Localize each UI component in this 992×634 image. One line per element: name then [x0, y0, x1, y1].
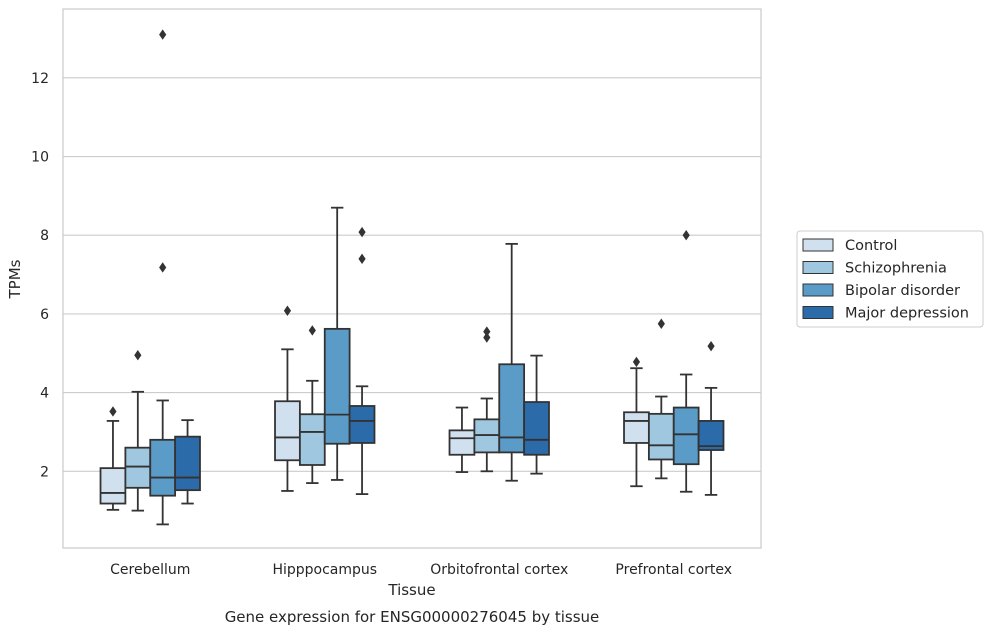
box	[623, 411, 650, 444]
outlier-point	[682, 230, 690, 241]
box-group	[348, 226, 376, 496]
box-group	[697, 340, 725, 496]
box-group	[323, 206, 351, 481]
outlier-point	[134, 350, 142, 361]
box-group	[473, 326, 501, 473]
box-group	[149, 29, 177, 526]
outlier-point	[283, 305, 292, 316]
box-group	[174, 419, 201, 505]
x-tick-label: Prefrontal cortex	[615, 562, 732, 578]
legend-label: Bipolar disorder	[845, 283, 960, 299]
legend-swatch	[802, 261, 834, 274]
box	[298, 413, 326, 466]
legend: Control Schizophrenia Bipolar disorder Majo…	[796, 230, 984, 328]
y-tick-labels: 2 4 6 8 10 12	[31, 71, 49, 480]
box	[149, 438, 177, 497]
y-tick-label: 8	[40, 228, 49, 244]
y-tick-label: 2	[40, 464, 49, 480]
legend-label: Control	[845, 238, 897, 254]
x-tick-label: Cerebellum	[110, 562, 190, 578]
box	[124, 446, 152, 489]
box	[697, 420, 725, 451]
x-tick-label: Hipppocampus	[272, 562, 377, 578]
box-group	[523, 354, 550, 475]
outlier-point	[308, 325, 316, 336]
box-group	[448, 406, 476, 473]
box	[323, 327, 351, 445]
box-group	[498, 242, 526, 482]
x-tick-label: Orbitofrontal cortex	[430, 562, 568, 578]
outlier-point	[109, 406, 117, 417]
x-axis-label: Tissue	[387, 581, 435, 599]
legend-swatch	[802, 283, 834, 297]
box	[348, 405, 376, 444]
box-group	[647, 318, 675, 480]
box	[274, 400, 301, 462]
y-tick-label: 12	[31, 71, 49, 87]
legend-swatch	[802, 306, 834, 319]
x-tick-labels: Cerebellum Hipppocampus Orbitofrontal cort…	[110, 562, 732, 578]
outlier-point	[358, 226, 366, 238]
box	[498, 363, 526, 454]
outlier-point	[632, 356, 641, 368]
outlier-point	[483, 332, 491, 343]
figure-caption: Gene expression for ENSG00000276045 by t…	[225, 608, 600, 626]
box	[99, 467, 127, 505]
outlier-point	[358, 253, 366, 265]
box	[448, 429, 476, 456]
outlier-point	[483, 326, 491, 337]
plot-frame	[62, 8, 762, 549]
outlier-point	[159, 29, 167, 40]
box	[647, 412, 675, 461]
legend-swatch	[802, 238, 834, 252]
box	[672, 406, 700, 466]
outlier-point	[707, 340, 715, 352]
legend-frame	[796, 230, 984, 328]
legend-label: Schizophrenia	[845, 261, 947, 277]
y-tick-label: 6	[40, 307, 49, 323]
y-tick-label: 4	[40, 386, 49, 402]
box-group	[672, 230, 700, 493]
outlier-point	[657, 318, 665, 329]
y-axis-label: TPMs	[6, 259, 24, 299]
box	[174, 435, 201, 492]
box	[523, 401, 550, 456]
y-tick-label: 10	[31, 150, 49, 166]
legend-label: Major depression	[845, 306, 969, 322]
box-series	[99, 29, 725, 526]
box-group	[623, 356, 650, 488]
box-group	[124, 350, 152, 512]
outlier-point	[159, 262, 167, 273]
